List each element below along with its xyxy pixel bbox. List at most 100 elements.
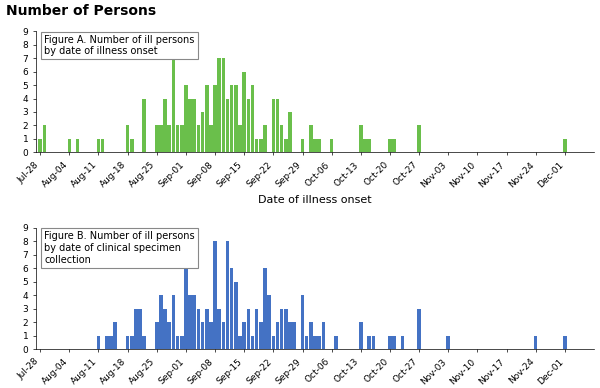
Bar xyxy=(446,336,450,349)
Bar xyxy=(68,139,71,152)
Bar xyxy=(263,268,267,349)
Bar xyxy=(322,322,325,349)
Bar xyxy=(197,309,200,349)
Bar xyxy=(43,125,46,152)
Bar xyxy=(213,241,217,349)
Bar xyxy=(305,336,308,349)
Bar xyxy=(180,125,184,152)
Bar xyxy=(226,99,229,152)
Bar xyxy=(272,99,275,152)
Bar xyxy=(226,241,229,349)
Text: Figure B. Number of ill persons
by date of clinical specimen
collection: Figure B. Number of ill persons by date … xyxy=(44,231,195,265)
Bar xyxy=(172,58,175,152)
Bar xyxy=(313,336,317,349)
Bar xyxy=(234,282,238,349)
Bar xyxy=(113,322,117,349)
Bar xyxy=(193,295,196,349)
Bar xyxy=(317,139,321,152)
Bar xyxy=(388,139,392,152)
Bar xyxy=(247,309,250,349)
Bar xyxy=(242,71,246,152)
Bar xyxy=(97,139,100,152)
Bar xyxy=(363,139,367,152)
Bar xyxy=(126,336,130,349)
Text: Number of Persons: Number of Persons xyxy=(6,4,156,18)
Bar xyxy=(401,336,404,349)
Bar xyxy=(126,125,130,152)
Bar xyxy=(392,336,396,349)
Bar xyxy=(230,268,233,349)
Bar xyxy=(234,85,238,152)
Bar xyxy=(213,85,217,152)
Bar xyxy=(388,336,392,349)
Bar xyxy=(259,322,263,349)
Bar xyxy=(184,255,188,349)
Bar xyxy=(255,139,259,152)
Bar xyxy=(238,125,242,152)
Bar xyxy=(159,295,163,349)
Bar xyxy=(301,139,304,152)
Bar xyxy=(205,309,209,349)
Bar xyxy=(109,336,113,349)
Bar xyxy=(330,139,334,152)
Bar xyxy=(139,309,142,349)
Bar xyxy=(251,336,254,349)
Bar xyxy=(371,336,375,349)
Bar xyxy=(105,336,109,349)
Bar xyxy=(280,309,283,349)
Bar xyxy=(180,336,184,349)
Bar xyxy=(142,336,146,349)
Bar xyxy=(563,139,566,152)
Bar xyxy=(209,322,212,349)
Bar xyxy=(130,139,134,152)
Bar xyxy=(259,139,263,152)
Bar xyxy=(367,139,371,152)
Bar xyxy=(309,322,313,349)
Bar xyxy=(292,322,296,349)
Bar xyxy=(288,322,292,349)
Bar xyxy=(221,322,225,349)
Bar xyxy=(276,99,279,152)
Bar xyxy=(167,322,171,349)
Bar xyxy=(418,309,421,349)
Bar xyxy=(193,99,196,152)
Bar xyxy=(159,125,163,152)
Bar xyxy=(242,322,246,349)
Bar xyxy=(167,125,171,152)
X-axis label: Date of illness onset: Date of illness onset xyxy=(258,195,372,205)
Bar xyxy=(172,295,175,349)
Bar xyxy=(317,336,321,349)
Bar xyxy=(313,139,317,152)
Bar xyxy=(163,99,167,152)
Bar xyxy=(176,125,179,152)
Bar xyxy=(130,336,134,349)
Bar xyxy=(359,125,362,152)
Bar xyxy=(247,99,250,152)
Bar xyxy=(359,322,362,349)
Bar xyxy=(534,336,538,349)
Bar xyxy=(418,125,421,152)
Bar xyxy=(188,99,192,152)
Bar xyxy=(188,295,192,349)
Bar xyxy=(101,139,104,152)
Bar xyxy=(367,336,371,349)
Bar xyxy=(217,309,221,349)
Bar xyxy=(76,139,79,152)
Bar xyxy=(217,58,221,152)
Bar xyxy=(163,309,167,349)
Bar xyxy=(176,336,179,349)
Bar xyxy=(209,125,212,152)
Bar xyxy=(563,336,566,349)
Bar xyxy=(301,295,304,349)
Bar xyxy=(201,112,205,152)
Bar xyxy=(288,112,292,152)
Bar xyxy=(134,309,138,349)
Bar xyxy=(392,139,396,152)
Bar xyxy=(268,295,271,349)
Bar xyxy=(205,85,209,152)
Bar xyxy=(276,322,279,349)
Bar xyxy=(184,85,188,152)
Bar xyxy=(221,58,225,152)
Bar xyxy=(255,309,259,349)
Bar xyxy=(197,125,200,152)
